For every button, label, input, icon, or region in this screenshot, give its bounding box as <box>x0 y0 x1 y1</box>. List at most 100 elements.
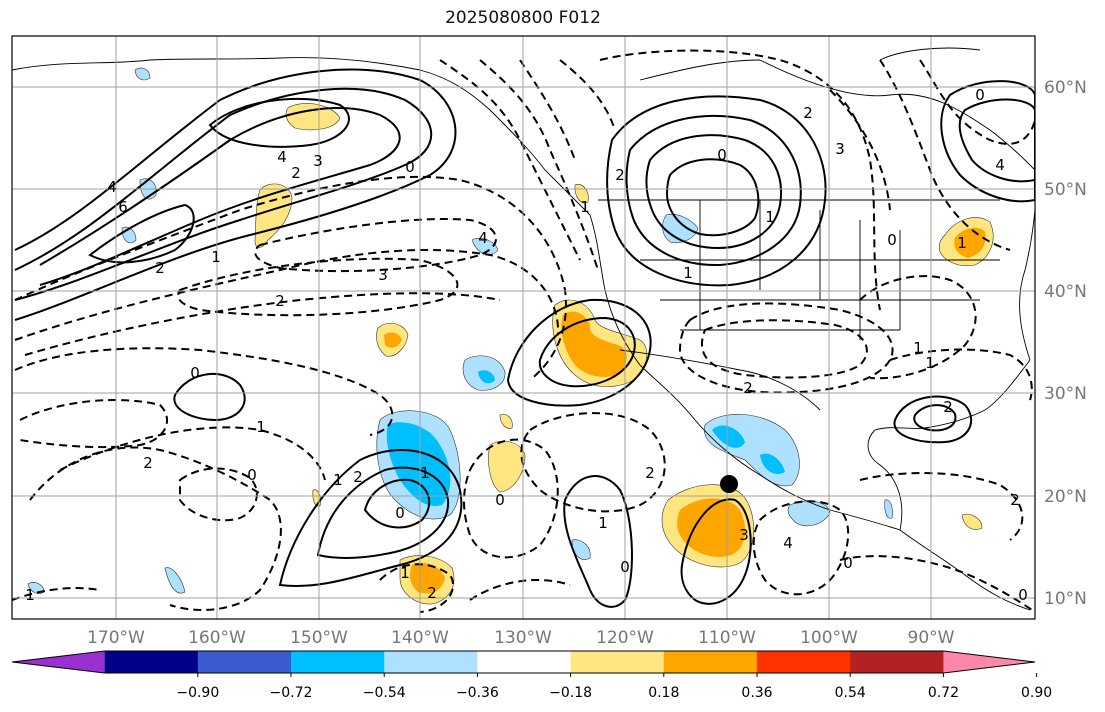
contour-label: 1 <box>25 586 35 604</box>
negative-anomaly-core-east <box>478 370 495 384</box>
lat-label: 40°N <box>1044 282 1087 302</box>
colorbar-tick-label: −0.54 <box>363 685 406 701</box>
colorbar-swatch <box>291 651 385 673</box>
colorbar-tick-label: −0.90 <box>176 685 219 701</box>
colorbar-swatch <box>384 651 478 673</box>
contour-solid-wus-1 <box>606 95 827 287</box>
negative-anomaly-small-10 <box>884 499 893 519</box>
contour-solid-cal-1 <box>506 298 652 407</box>
contour-solid-ne-1 <box>940 80 1035 203</box>
positive-anomaly-core-california <box>561 311 627 377</box>
contour-solid-cp-2 <box>316 466 450 559</box>
colorbar-tick-label: −0.18 <box>549 685 592 701</box>
lon-label: 100°W <box>800 628 858 648</box>
contour-label: 0 <box>495 491 505 509</box>
contour-dashed-ss1 <box>520 412 666 513</box>
colorbar-extend-min <box>12 651 105 673</box>
contour-solid-ridge-5 <box>208 97 350 148</box>
colorbar-tick-label: 0.72 <box>928 685 959 701</box>
lat-label: 20°N <box>1044 487 1087 507</box>
negative-anomaly-small-4 <box>471 238 499 255</box>
contour-dashed-ss5 <box>839 555 1035 613</box>
lon-label: 90°W <box>908 628 955 648</box>
coastline-gulf <box>867 359 1031 531</box>
contour-solid-0-low <box>173 372 246 422</box>
contour-solid-st-1 <box>563 475 633 608</box>
contour-dashed-ss7 <box>469 579 571 601</box>
contour-dashed-ss4 <box>859 472 1024 541</box>
contour-solid-st-2 <box>680 498 752 605</box>
contour-label: 1 <box>211 248 221 266</box>
positive-anomaly-small-3 <box>499 413 513 429</box>
contour-label: 2 <box>275 292 285 310</box>
contour-dashed-pn4 <box>559 59 616 131</box>
contour-label: 0 <box>405 158 415 176</box>
contour-label: 0 <box>190 364 200 382</box>
coastline-caribbean <box>899 529 1031 611</box>
colorbar: −0.90 −0.72 −0.54 −0.36 −0.18 0.18 0.36 0.54 0.7… <box>11 650 1052 701</box>
contour-solid-cal-2 <box>538 316 636 388</box>
latitude-labels: 60°N 50°N 40°N 30°N 20°N 10°N <box>1044 78 1087 609</box>
lat-label: 60°N <box>1044 78 1087 98</box>
contour-dashed-s4 <box>12 587 101 601</box>
contour-label: 1 <box>913 339 923 357</box>
lat-label: 30°N <box>1044 384 1087 404</box>
contour-dashed-trough-6 <box>14 347 394 436</box>
contour-label: 0 <box>1018 586 1028 604</box>
contour-label: 1 <box>683 264 693 282</box>
colorbar-swatch <box>757 651 851 673</box>
contour-dashed-s1 <box>29 446 282 611</box>
positive-anomaly-blob-mid2 <box>488 440 526 493</box>
contour-dashed-m2 <box>700 319 868 379</box>
colorbar-tick-label: 0.36 <box>741 685 772 701</box>
contour-label: 2 <box>1010 491 1020 509</box>
negative-anomaly-small-6 <box>164 567 186 594</box>
colorbar-tick-label: 0.18 <box>648 685 679 701</box>
contour-label: 0 <box>247 466 257 484</box>
contour-solid-ne-2 <box>958 98 1035 183</box>
contour-dashed-s2 <box>59 426 326 481</box>
lon-label: 150°W <box>290 628 348 648</box>
colorbar-tick-label: 0.54 <box>835 685 866 701</box>
coastlines <box>12 47 1035 611</box>
coastline-westcoast <box>589 214 901 531</box>
map-frame <box>11 35 1036 620</box>
lat-label: 50°N <box>1044 180 1087 200</box>
lon-label: 120°W <box>596 628 654 648</box>
contour-label: 0 <box>975 86 985 104</box>
contour-label: 2 <box>291 164 301 182</box>
contour-solid-wus-2 <box>625 114 802 267</box>
lon-label: 130°W <box>494 628 552 648</box>
positive-anomaly-small-2 <box>961 513 983 530</box>
contour-label: 1 <box>333 471 343 489</box>
contour-label: 3 <box>313 152 323 170</box>
contour-solid-ridge-4 <box>88 203 195 264</box>
contour-label: 0 <box>843 554 853 572</box>
contour-dashed-lw1 <box>19 399 169 449</box>
graticule <box>12 36 1035 619</box>
coastline-arctic <box>639 47 981 81</box>
colorbar-swatch <box>663 651 758 673</box>
contour-label: 2 <box>615 166 625 184</box>
contour-label: 4 <box>478 229 488 247</box>
lon-label: 170°W <box>87 628 145 648</box>
contour-dashed-trough-4 <box>177 257 459 317</box>
negative-anomaly-small-8 <box>134 67 151 81</box>
contour-label: 1 <box>598 514 608 532</box>
contour-solid-wus-3 <box>645 134 782 250</box>
contour-solid-cp-1 <box>278 449 463 587</box>
contour-dashed-m1 <box>678 302 894 394</box>
colorbar-swatch <box>850 651 944 673</box>
coastline-alaska <box>12 57 591 216</box>
colorbar-tick-label: −0.36 <box>456 685 499 701</box>
contour-label: 1 <box>957 234 967 252</box>
positive-anomaly-core-mid <box>384 332 402 348</box>
contour-dashed-pn1 <box>439 59 581 261</box>
contour-dashed-trough-2 <box>14 249 560 341</box>
coastline-eastcoast <box>1019 209 1035 361</box>
contour-label: 1 <box>925 354 935 372</box>
contour-dashed-m3 <box>859 275 977 380</box>
longitude-labels: 170°W 160°W 150°W 140°W 130°W 120°W 110°… <box>87 628 955 648</box>
